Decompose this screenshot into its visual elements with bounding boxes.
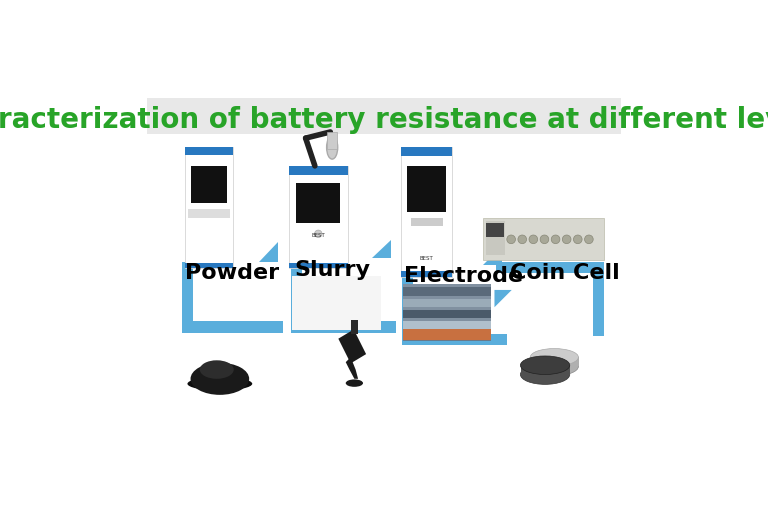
Circle shape	[507, 235, 515, 244]
Bar	[403, 284, 491, 340]
Polygon shape	[259, 242, 279, 262]
Ellipse shape	[530, 349, 578, 366]
Ellipse shape	[190, 363, 249, 395]
Bar	[593, 262, 604, 335]
Polygon shape	[483, 246, 502, 265]
Bar	[291, 322, 396, 332]
Bar	[289, 166, 348, 175]
Ellipse shape	[187, 377, 252, 391]
Bar	[403, 329, 491, 340]
Bar	[403, 310, 491, 318]
Polygon shape	[339, 329, 366, 364]
Circle shape	[315, 230, 322, 238]
Bar	[185, 263, 233, 268]
Bar	[403, 332, 491, 340]
Bar	[531, 357, 579, 367]
Bar	[483, 218, 604, 260]
Circle shape	[551, 235, 560, 244]
Bar	[181, 262, 193, 332]
Circle shape	[529, 235, 538, 244]
Bar	[402, 334, 507, 345]
Bar	[289, 263, 348, 268]
Polygon shape	[346, 357, 358, 379]
Circle shape	[540, 235, 549, 244]
Bar	[486, 222, 505, 255]
Bar	[486, 223, 504, 237]
Bar	[289, 166, 348, 268]
Text: BEST: BEST	[203, 155, 217, 160]
Ellipse shape	[521, 365, 570, 385]
Ellipse shape	[346, 379, 363, 387]
Bar	[292, 276, 381, 330]
Bar	[188, 209, 230, 218]
Bar	[521, 365, 571, 375]
Circle shape	[562, 235, 571, 244]
Ellipse shape	[521, 356, 570, 374]
Bar	[401, 147, 452, 156]
Bar	[351, 320, 358, 334]
Bar	[185, 147, 233, 268]
Ellipse shape	[200, 360, 233, 379]
Bar	[147, 98, 621, 134]
Bar	[185, 147, 233, 155]
Bar	[402, 265, 413, 345]
Circle shape	[518, 235, 527, 244]
Bar	[403, 298, 491, 307]
Bar	[291, 259, 302, 332]
Text: Coin Cell: Coin Cell	[510, 263, 620, 283]
Text: BEST: BEST	[419, 256, 433, 261]
Bar	[401, 271, 452, 277]
Text: Electrode: Electrode	[404, 266, 523, 286]
Circle shape	[584, 235, 593, 244]
Bar	[191, 166, 227, 203]
Ellipse shape	[326, 136, 338, 159]
Bar	[408, 166, 445, 212]
Bar	[495, 262, 604, 273]
Circle shape	[574, 235, 582, 244]
Polygon shape	[372, 240, 391, 259]
Bar	[403, 287, 491, 296]
Bar	[181, 322, 283, 332]
Bar	[411, 218, 442, 226]
Ellipse shape	[530, 357, 578, 376]
Polygon shape	[495, 290, 511, 307]
Bar	[401, 147, 452, 277]
Bar	[403, 321, 491, 329]
Bar	[327, 132, 337, 149]
Bar	[296, 183, 340, 223]
Text: Characterization of battery resistance at different levels: Characterization of battery resistance a…	[0, 106, 768, 134]
Text: BEST: BEST	[311, 232, 325, 238]
Text: Slurry: Slurry	[294, 260, 370, 280]
Text: Powder: Powder	[184, 263, 279, 283]
